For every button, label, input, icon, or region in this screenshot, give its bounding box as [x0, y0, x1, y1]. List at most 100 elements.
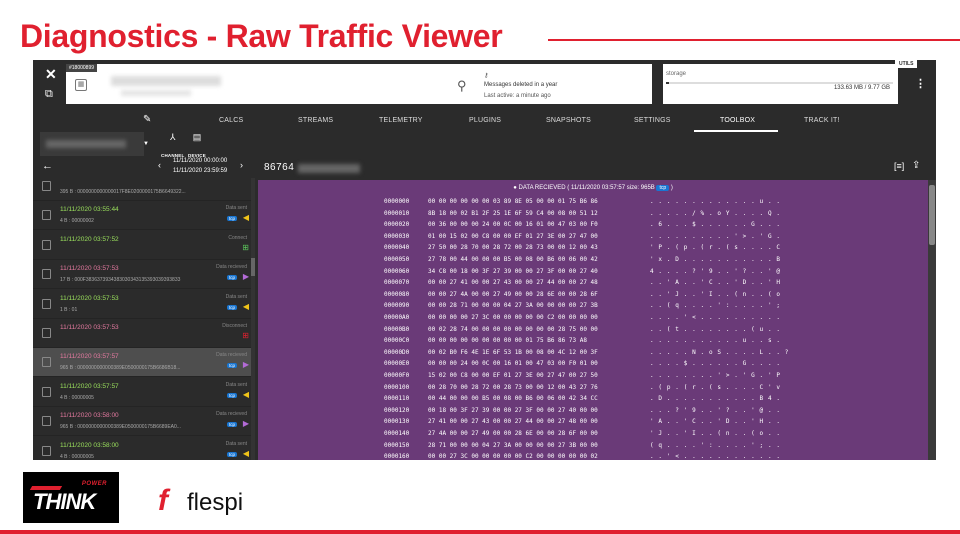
hex-bytes: 00 00 27 3C 00 00 00 00 00 C2 00 00 00 0… — [428, 453, 598, 460]
tcp-badge: tcp — [226, 275, 237, 281]
hex-row: 0000070 00 00 27 41 00 00 27 43 00 00 27 … — [258, 279, 928, 290]
close-icon[interactable]: ✕ — [45, 66, 57, 82]
tab-settings[interactable]: SETTINGS — [634, 117, 671, 124]
tab-track-it[interactable]: TRACK IT! — [804, 117, 840, 124]
hex-bytes: 00 28 70 00 28 72 00 28 73 00 00 12 00 4… — [428, 383, 598, 391]
message-time: 11/11/2020 03:58:00 — [60, 441, 119, 449]
hex-offset: 00000E0 — [384, 360, 410, 368]
hex-ascii: ( q . . . . ' : . . . . ' ; . . — [650, 441, 781, 449]
list-item[interactable]: 11/11/2020 03:57:57 965 B : 0000000000000… — [33, 348, 255, 378]
message-time: 11/11/2020 03:57:57 — [60, 382, 119, 390]
list-item[interactable]: 11/11/2020 03:55:44 4 B : 00000002 Data se… — [33, 201, 255, 231]
key-icon: ⚷ — [484, 73, 489, 79]
copy-icon[interactable] — [42, 386, 51, 397]
copy-icon[interactable] — [42, 181, 51, 191]
device-label: DEVICE — [188, 153, 206, 158]
message-time: 11/11/2020 03:58:00 — [60, 412, 119, 420]
tab-telemetry[interactable]: TELEMETRY — [379, 117, 423, 124]
hex-header-dot-icon: ● — [513, 185, 519, 191]
message-time: 11/11/2020 03:57:57 — [60, 353, 119, 361]
hex-bytes: 34 C8 00 18 00 3F 27 39 00 00 27 3F 00 0… — [428, 267, 598, 275]
hex-scrollbar[interactable] — [928, 180, 936, 460]
pencil-icon[interactable]: ✎ — [143, 114, 152, 125]
message-list-scrollbar[interactable] — [251, 178, 255, 460]
logo-think-text: THINK — [33, 489, 96, 514]
hex-row: 0000090 00 00 28 71 00 00 00 04 27 3A 00 … — [258, 302, 928, 313]
message-summary: 17 B : 000F38363739343830303431353930393… — [60, 277, 181, 284]
channel-label: CHANNEL — [161, 153, 185, 158]
list-item[interactable]: 11/11/2020 03:58:00 4 B : 00000005 Data se… — [33, 437, 255, 460]
storage-label: storage — [666, 71, 687, 77]
device-sub-redacted — [121, 90, 191, 96]
back-arrow-icon[interactable]: ← — [42, 160, 53, 172]
more-vert-icon[interactable]: ⋮ — [915, 78, 926, 90]
date-to[interactable]: 11/11/2020 23:59:59 — [173, 168, 228, 174]
utils-button[interactable]: UTILS — [895, 60, 918, 68]
copy-icon[interactable] — [42, 210, 51, 221]
hex-bytes: 00 00 00 00 00 00 00 00 00 01 75 B6 86 7… — [428, 337, 587, 345]
message-time: 11/11/2020 03:55:44 — [60, 206, 119, 214]
hex-offset: 0000070 — [384, 279, 410, 287]
copy-icon[interactable] — [42, 298, 51, 309]
copy-icon[interactable] — [42, 357, 51, 368]
device-icon: ▤ — [192, 132, 202, 142]
last-active: Last active: a minute ago — [484, 93, 551, 99]
share-icon[interactable]: ⇪ — [912, 160, 921, 171]
date-from[interactable]: 11/11/2020 00:00:00 — [173, 158, 228, 164]
hex-bytes: 00 00 00 00 27 3C 00 00 00 00 00 C2 00 0… — [428, 314, 598, 321]
device-select[interactable]: ▼ — [40, 132, 149, 156]
hex-ascii: . . ' A . . ' C . . ' D . . ' H — [650, 279, 781, 287]
received-arrow-icon: ▶ — [242, 419, 249, 429]
storage-bar-fill — [666, 82, 669, 84]
list-item[interactable]: 11/11/2020 03:58:00 965 B : 0000000000000… — [33, 407, 255, 437]
list-item[interactable]: 11/11/2020 03:57:52 Connect ⊞ — [33, 231, 255, 260]
list-item[interactable]: 11/11/2020 03:57:53 17 B : 000F3836373934… — [33, 260, 255, 290]
device-ident: 86764 — [264, 162, 295, 173]
tab-calcs[interactable]: CALCS — [219, 117, 244, 124]
list-item[interactable]: 11/11/2020 03:57:57 4 B : 00000005 Data se… — [33, 378, 255, 407]
hex-offset: 00000D0 — [384, 348, 410, 356]
copy-icon[interactable] — [42, 328, 51, 338]
copy-icon[interactable] — [42, 416, 51, 427]
list-item[interactable]: 395 B : 0000000000000017F8E0200000175B66… — [33, 178, 255, 201]
storage-card: storage 133.63 MB / 9.77 GB — [663, 64, 898, 104]
message-list[interactable]: 395 B : 0000000000000017F8E0200000175B66… — [33, 178, 255, 460]
hex-row: 00000B0 00 02 28 74 00 00 00 00 00 00 00 … — [258, 326, 928, 337]
message-summary: 965 B : 0000000000000389E0500000175B6689… — [60, 424, 181, 431]
hex-bytes: 27 4A 00 00 27 49 00 00 28 6E 00 00 28 6… — [428, 430, 598, 437]
message-list-scroll-thumb[interactable] — [251, 258, 255, 276]
open-external-icon[interactable]: ⧉ — [45, 88, 53, 100]
copy-icon[interactable] — [42, 269, 51, 280]
list-item[interactable]: 11/11/2020 03:57:53 Disconnect ⊞ — [33, 319, 255, 348]
message-event: Data recieved — [216, 352, 247, 359]
hex-offset: 00000F0 — [384, 372, 410, 379]
storage-bar — [666, 82, 893, 84]
device-icon: ▦ — [75, 79, 87, 91]
hex-ascii: . ( p . ( r . ( s . . . . C ' v — [650, 383, 781, 391]
hex-bytes: 00 02 B0 F6 4E 1E 6F 53 1B 00 08 00 4C 1… — [428, 348, 598, 356]
channel-button[interactable]: ⅄ CHANNEL — [161, 132, 184, 162]
title-divider — [548, 39, 960, 41]
tab-streams[interactable]: STREAMS — [298, 117, 334, 124]
sent-arrow-icon: ◀ — [242, 301, 249, 311]
next-range-icon[interactable]: › — [240, 160, 243, 170]
copy-icon[interactable] — [42, 239, 51, 250]
tab-snapshots[interactable]: SNAPSHOTS — [546, 117, 591, 124]
hex-offset: 0000050 — [384, 256, 410, 263]
hex-offset: 0000030 — [384, 232, 410, 240]
device-select-redacted — [46, 140, 126, 148]
device-button[interactable]: ▤ DEVICE — [188, 132, 206, 162]
prev-range-icon[interactable]: ‹ — [158, 160, 161, 170]
hex-offset: 00000A0 — [384, 314, 410, 321]
message-event: Connect — [228, 234, 247, 241]
copy-icon[interactable] — [42, 445, 51, 456]
list-item[interactable]: 11/11/2020 03:57:53 1 B : 01 Data sent tcp ◀ — [33, 290, 255, 319]
tab-plugins[interactable]: PLUGINS — [469, 117, 502, 124]
hex-view-icon[interactable]: [≡] — [894, 161, 905, 171]
flespi-mark: f — [158, 484, 168, 517]
hex-scroll-thumb[interactable] — [929, 185, 935, 245]
hex-offset: 0000160 — [384, 453, 410, 460]
hex-row: 00000C0 00 00 00 00 00 00 00 00 00 01 75 … — [258, 337, 928, 348]
tab-toolbox[interactable]: TOOLBOX — [720, 117, 756, 124]
